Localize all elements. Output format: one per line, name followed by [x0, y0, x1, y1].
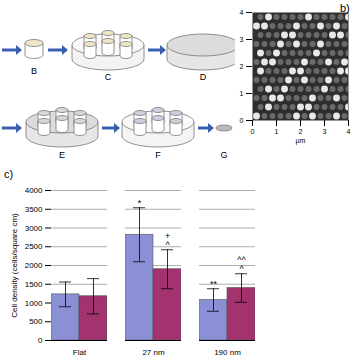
html-text:b): b): [340, 2, 350, 14]
svg-text:500: 500: [29, 317, 43, 326]
svg-text:4: 4: [347, 128, 351, 135]
svg-text:27 nm: 27 nm: [142, 348, 165, 357]
svg-text:E: E: [59, 150, 65, 160]
svg-text:4: 4: [240, 9, 244, 16]
svg-text:3: 3: [323, 128, 327, 135]
svg-text:1000: 1000: [25, 299, 43, 308]
svg-text:2: 2: [299, 128, 303, 135]
svg-text:*: *: [138, 198, 142, 208]
svg-text:^: ^: [165, 240, 170, 250]
html-text:c): c): [4, 168, 14, 180]
svg-text:2: 2: [240, 63, 244, 70]
svg-text:0: 0: [38, 336, 43, 345]
svg-text:D: D: [200, 72, 207, 82]
svg-text:0: 0: [251, 128, 255, 135]
svg-text:Flat: Flat: [73, 348, 87, 357]
svg-text:1: 1: [240, 90, 244, 97]
svg-text:Cell density (cells/square cm): Cell density (cells/square cm): [10, 213, 19, 318]
svg-text:3000: 3000: [25, 224, 43, 233]
svg-text:190 nm: 190 nm: [214, 348, 241, 357]
svg-text:B: B: [31, 66, 37, 76]
svg-text:1: 1: [275, 128, 279, 135]
svg-text:1500: 1500: [25, 280, 43, 289]
svg-text:3: 3: [240, 36, 244, 43]
svg-text:^^: ^^: [237, 255, 246, 265]
svg-text:**: **: [210, 279, 218, 289]
svg-text:G: G: [220, 150, 227, 160]
svg-text:4000: 4000: [25, 186, 43, 195]
svg-text:µm: µm: [296, 137, 306, 145]
svg-text:^: ^: [239, 264, 244, 274]
svg-text:0: 0: [240, 117, 244, 124]
svg-text:2500: 2500: [25, 242, 43, 251]
svg-text:F: F: [155, 150, 161, 160]
svg-text:C: C: [105, 72, 112, 82]
svg-text:+: +: [165, 231, 170, 241]
svg-text:2000: 2000: [25, 261, 43, 270]
svg-text:3500: 3500: [25, 205, 43, 214]
